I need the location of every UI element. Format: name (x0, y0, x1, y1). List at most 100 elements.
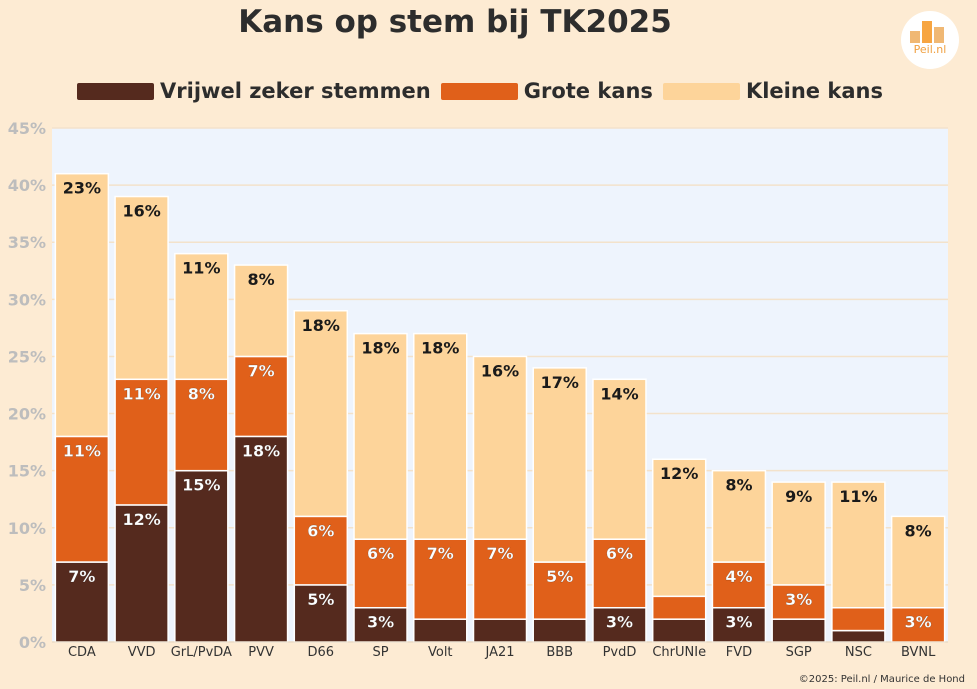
x-tick-label: CDA (68, 645, 96, 660)
bar-segment (353, 606, 408, 643)
peil-logo: Peil.nl (901, 11, 959, 69)
x-tick-label: ChrUNIe (652, 645, 706, 660)
bar-segment (353, 538, 408, 609)
legend-item: Vrijwel zeker stemmen (77, 79, 431, 103)
x-tick-label: SGP (786, 645, 812, 660)
x-tick-label: JA21 (484, 645, 514, 660)
bar-segment (293, 310, 349, 518)
chart-title: Kans op stem bij TK2025 (238, 4, 672, 40)
x-tick-label: VVD (128, 645, 156, 660)
legend-item: Kleine kans (662, 79, 883, 103)
bar-segment (651, 595, 707, 620)
y-tick-label: 5% (19, 576, 46, 595)
bar-segment (532, 367, 587, 563)
legend-label: Grote kans (523, 79, 653, 103)
data-label: 16% (481, 361, 519, 380)
bar-segment (413, 538, 468, 620)
data-label: 3% (785, 590, 812, 609)
y-tick-label: 10% (8, 519, 46, 538)
bar-segment (532, 618, 587, 643)
bar-segment (233, 355, 289, 438)
data-label: 8% (725, 476, 752, 495)
y-tick-label: 40% (8, 176, 46, 195)
data-label: 11% (63, 441, 101, 460)
data-label: 5% (546, 567, 573, 586)
credit-text: ©2025: Peil.nl / Maurice de Hond (798, 674, 965, 685)
data-label: 12% (122, 510, 160, 529)
bar-segment (174, 252, 229, 381)
bar-segment (592, 378, 647, 540)
bar-segment (771, 584, 826, 620)
x-tick-label: D66 (308, 645, 335, 660)
data-label: 3% (725, 613, 752, 632)
data-label: 18% (302, 316, 340, 335)
data-label: 3% (905, 613, 932, 632)
data-label: 11% (182, 259, 220, 278)
y-tick-label: 25% (8, 347, 46, 366)
logo-bar-icon (922, 21, 932, 43)
bar-segment (114, 504, 169, 643)
legend: Vrijwel zeker stemmen Grote kans Kleine … (0, 79, 960, 103)
data-label: 6% (367, 544, 394, 563)
x-tick-label: PVV (248, 645, 274, 660)
logo-text: Peil.nl (913, 43, 947, 56)
bar-segment (890, 515, 946, 609)
legend-item: Grote kans (440, 79, 653, 103)
bar-segment (831, 629, 886, 643)
legend-swatch (77, 82, 155, 100)
x-tick-label: FVD (726, 645, 752, 660)
data-label: 8% (188, 384, 215, 403)
bar-segment (711, 561, 767, 609)
bar-segment (472, 618, 528, 643)
data-label: 23% (63, 179, 101, 198)
y-tick-label: 35% (8, 233, 46, 252)
data-label: 18% (361, 339, 399, 358)
legend-label: Vrijwel zeker stemmen (160, 79, 431, 103)
bar-segment (233, 435, 289, 643)
bar-segment (114, 195, 169, 381)
logo-bar-icon (934, 27, 944, 43)
data-label: 18% (421, 339, 459, 358)
data-label: 3% (367, 613, 394, 632)
bar-segment (174, 469, 229, 643)
x-tick-label: GrL/PvDA (171, 645, 232, 660)
bar-segment (771, 618, 826, 643)
bar-segment (472, 538, 528, 620)
bar-segment (651, 458, 707, 598)
bar-segment (651, 618, 707, 643)
data-label: 18% (242, 441, 280, 460)
bar-segment (353, 332, 408, 540)
x-tick-label: NSC (845, 645, 872, 660)
legend-swatch (662, 82, 740, 100)
bar-segment (711, 606, 767, 643)
logo-bar-icon (910, 31, 920, 43)
data-label: 8% (905, 521, 932, 540)
y-tick-label: 20% (8, 405, 46, 424)
data-label: 11% (839, 487, 877, 506)
bar-segment (472, 355, 528, 540)
data-label: 7% (486, 544, 513, 563)
data-label: 17% (541, 373, 579, 392)
data-label: 15% (182, 476, 220, 495)
x-tick-label: PvdD (603, 645, 637, 660)
data-label: 6% (307, 521, 334, 540)
bar-segment (771, 481, 826, 586)
data-label: 8% (247, 270, 274, 289)
data-label: 3% (606, 613, 633, 632)
data-label: 16% (122, 202, 160, 221)
data-label: 6% (606, 544, 633, 563)
bar-segment (413, 618, 468, 643)
bar-segment (54, 435, 110, 563)
x-tick-label: BVNL (901, 645, 936, 660)
bar-segment (413, 332, 468, 540)
y-tick-label: 30% (8, 290, 46, 309)
bar-segment (831, 606, 886, 632)
bar-segment (233, 264, 289, 358)
bar-segment (293, 515, 349, 586)
bar-segment (54, 172, 110, 438)
bar-segment (532, 561, 587, 620)
data-label: 7% (68, 567, 95, 586)
bar-segment (54, 561, 110, 643)
data-label: 9% (785, 487, 812, 506)
